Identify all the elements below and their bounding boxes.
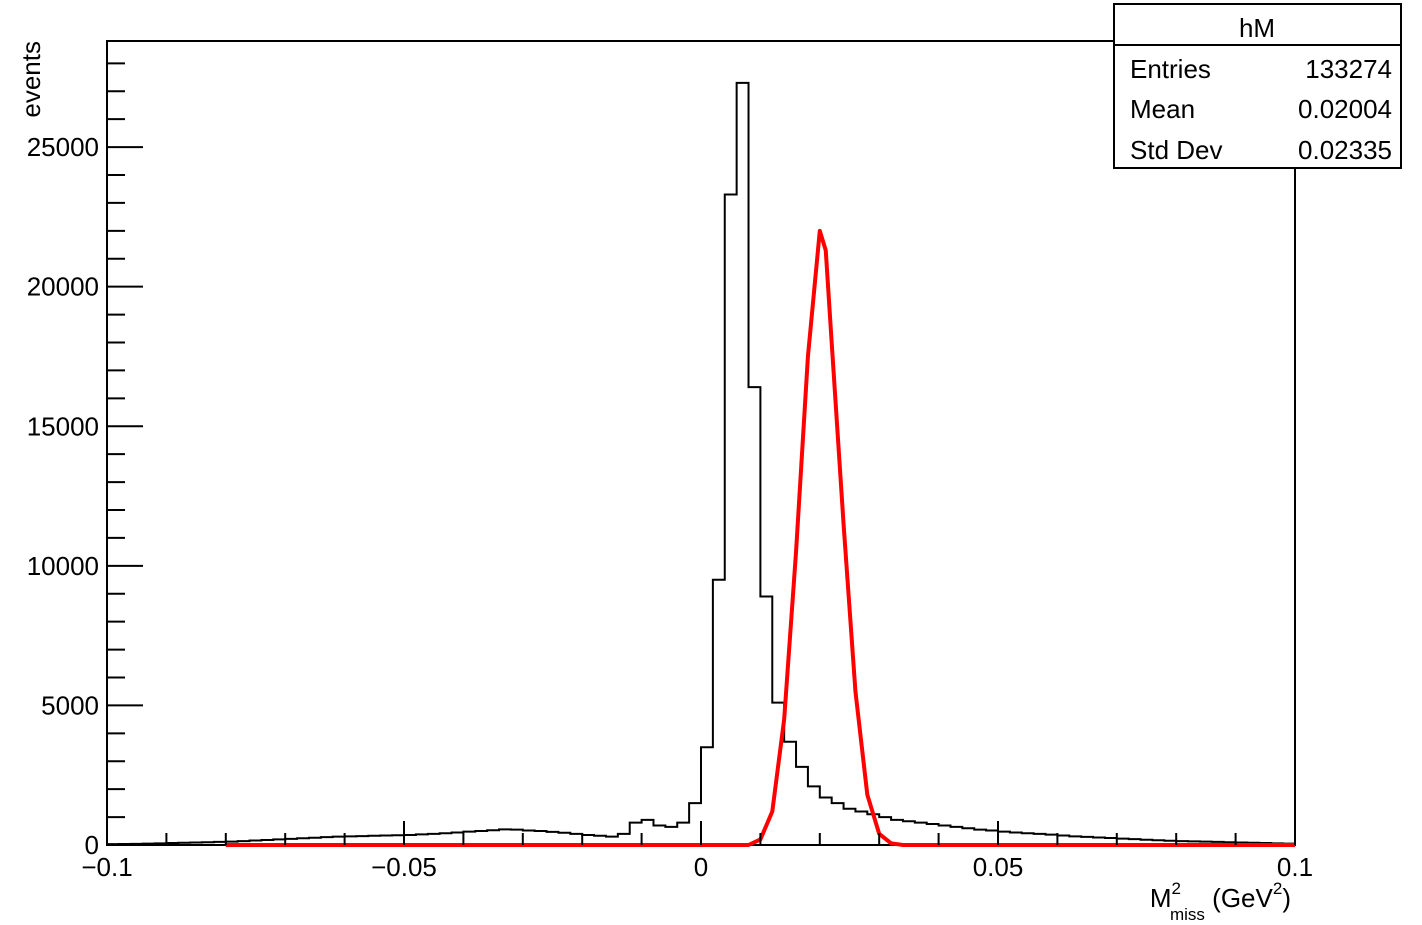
y-tick-label: 25000	[27, 132, 99, 162]
stats-stddev-label: Std Dev	[1130, 135, 1223, 165]
y-tick-label: 10000	[27, 551, 99, 581]
y-axis-label: events	[16, 41, 46, 118]
histogram-series	[106, 81, 1295, 846]
y-tick-label: 20000	[27, 272, 99, 302]
y-tick-label: 5000	[41, 690, 99, 720]
y-tick-label: 0	[85, 830, 99, 860]
x-tick-label: −0.05	[371, 852, 437, 882]
stats-mean-label: Mean	[1130, 94, 1195, 124]
stats-box-title: hM	[1239, 13, 1275, 43]
stats-entries-label: Entries	[1130, 54, 1211, 84]
x-tick-label: 0.05	[973, 852, 1024, 882]
fit-curve-series	[225, 228, 1295, 847]
x-axis: −0.1 −0.05 0 0.05 0.1	[81, 821, 1313, 882]
histogram-line	[106, 81, 1295, 846]
y-tick-label: 15000	[27, 411, 99, 441]
fit-curve-line	[225, 228, 1295, 847]
y-axis: 0 5000 10000 15000 20000 25000	[27, 62, 143, 860]
stats-stddev-value: 0.02335	[1298, 135, 1392, 165]
x-axis-label: M2 miss (GeV2)	[1150, 879, 1291, 924]
stats-entries-value: 133274	[1305, 54, 1392, 84]
x-tick-label: 0.1	[1277, 852, 1313, 882]
stats-box: hM Entries 133274 Mean 0.02004 Std Dev 0…	[1113, 3, 1402, 169]
x-tick-label: 0	[694, 852, 708, 882]
stats-mean-value: 0.02004	[1298, 94, 1392, 124]
x-tick-label: −0.1	[81, 852, 132, 882]
